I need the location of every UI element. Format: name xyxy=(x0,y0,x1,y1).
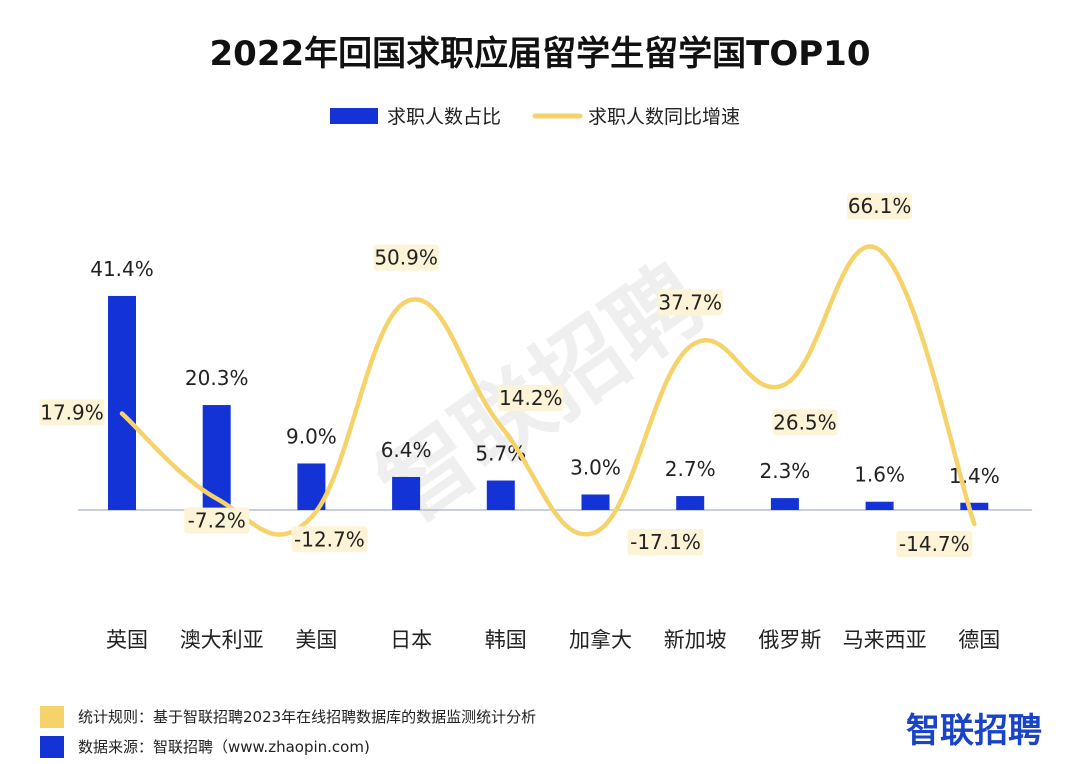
line-data-label: 50.9% xyxy=(374,246,438,270)
footer-source-swatch xyxy=(40,736,64,758)
bar-data-label: 2.3% xyxy=(759,459,810,483)
category-label: 德国 xyxy=(958,628,1000,652)
brand-logo: 智联招聘 xyxy=(906,711,1042,751)
bar-data-label: 41.4% xyxy=(90,257,154,281)
bar xyxy=(865,501,894,510)
bar xyxy=(581,494,610,510)
line-data-labels: 17.9% -7.2% -12.7% 50.9% 14.2% -17.1% 37.7% 26.… xyxy=(39,193,973,558)
line-data-label-bg xyxy=(373,244,439,271)
bar-data-label: 3.0% xyxy=(570,455,621,479)
category-label: 英国 xyxy=(106,628,148,652)
bar xyxy=(770,498,799,510)
bar xyxy=(392,476,421,510)
bar-data-label: 6.4% xyxy=(381,438,432,462)
bar-data-label: 2.7% xyxy=(665,457,716,481)
footer-rule: 统计规则：基于智联招聘2023年在线招聘数据库的数据监测统计分析 xyxy=(78,708,536,726)
legend-bar-swatch xyxy=(330,108,378,124)
line-data-label: -14.7% xyxy=(899,532,970,556)
line-data-label: 17.9% xyxy=(40,401,104,425)
line-data-label-bg xyxy=(39,399,105,426)
footer-source: 数据来源：智联招聘（www.zhaopin.com) xyxy=(78,738,370,756)
category-label: 新加坡 xyxy=(664,628,727,652)
line-data-label: -17.1% xyxy=(630,530,701,554)
category-label: 加拿大 xyxy=(569,628,632,652)
line-data-label-bg xyxy=(498,385,564,412)
category-label: 马来西亚 xyxy=(843,628,927,652)
line-data-label: 26.5% xyxy=(773,410,837,434)
legend-line-label: 求职人数同比增速 xyxy=(588,106,740,128)
footer-rule-swatch xyxy=(40,706,64,728)
bar xyxy=(676,496,705,510)
category-labels: 英国 澳大利亚 美国 日本 韩国 加拿大 新加坡 俄罗斯 马来西亚 德国 xyxy=(106,628,1000,652)
line-data-label-bg xyxy=(896,531,973,558)
chart-title: 2022年回国求职应届留学生留学国TOP10 xyxy=(210,34,871,74)
bar-data-label: 20.3% xyxy=(185,366,249,390)
line-data-label-bg xyxy=(184,507,250,534)
line-data-label-bg xyxy=(772,409,838,436)
bar-data-label: 9.0% xyxy=(286,424,337,448)
bar-data-label: 1.6% xyxy=(854,463,905,487)
bar xyxy=(960,502,989,510)
line-data-label-bg xyxy=(291,526,368,553)
footer: 统计规则：基于智联招聘2023年在线招聘数据库的数据监测统计分析 数据来源：智联… xyxy=(40,706,536,758)
line-data-label-bg xyxy=(627,529,704,556)
line-data-label-bg xyxy=(657,289,723,316)
line-data-label: -7.2% xyxy=(188,509,246,533)
bar xyxy=(486,480,515,510)
bar xyxy=(108,295,136,510)
category-label: 日本 xyxy=(390,628,432,652)
legend-bar-label: 求职人数占比 xyxy=(387,106,501,128)
line-data-label: -12.7% xyxy=(294,527,365,551)
category-label: 俄罗斯 xyxy=(758,628,821,652)
category-label: 韩国 xyxy=(485,628,527,652)
category-label: 澳大利亚 xyxy=(180,628,264,652)
line-data-label: 14.2% xyxy=(499,386,563,410)
line-data-label: 37.7% xyxy=(658,290,722,314)
category-label: 美国 xyxy=(295,628,337,652)
legend: 求职人数占比 求职人数同比增速 xyxy=(330,106,740,128)
line-data-label: 66.1% xyxy=(848,194,912,218)
line-data-label-bg xyxy=(847,193,913,220)
